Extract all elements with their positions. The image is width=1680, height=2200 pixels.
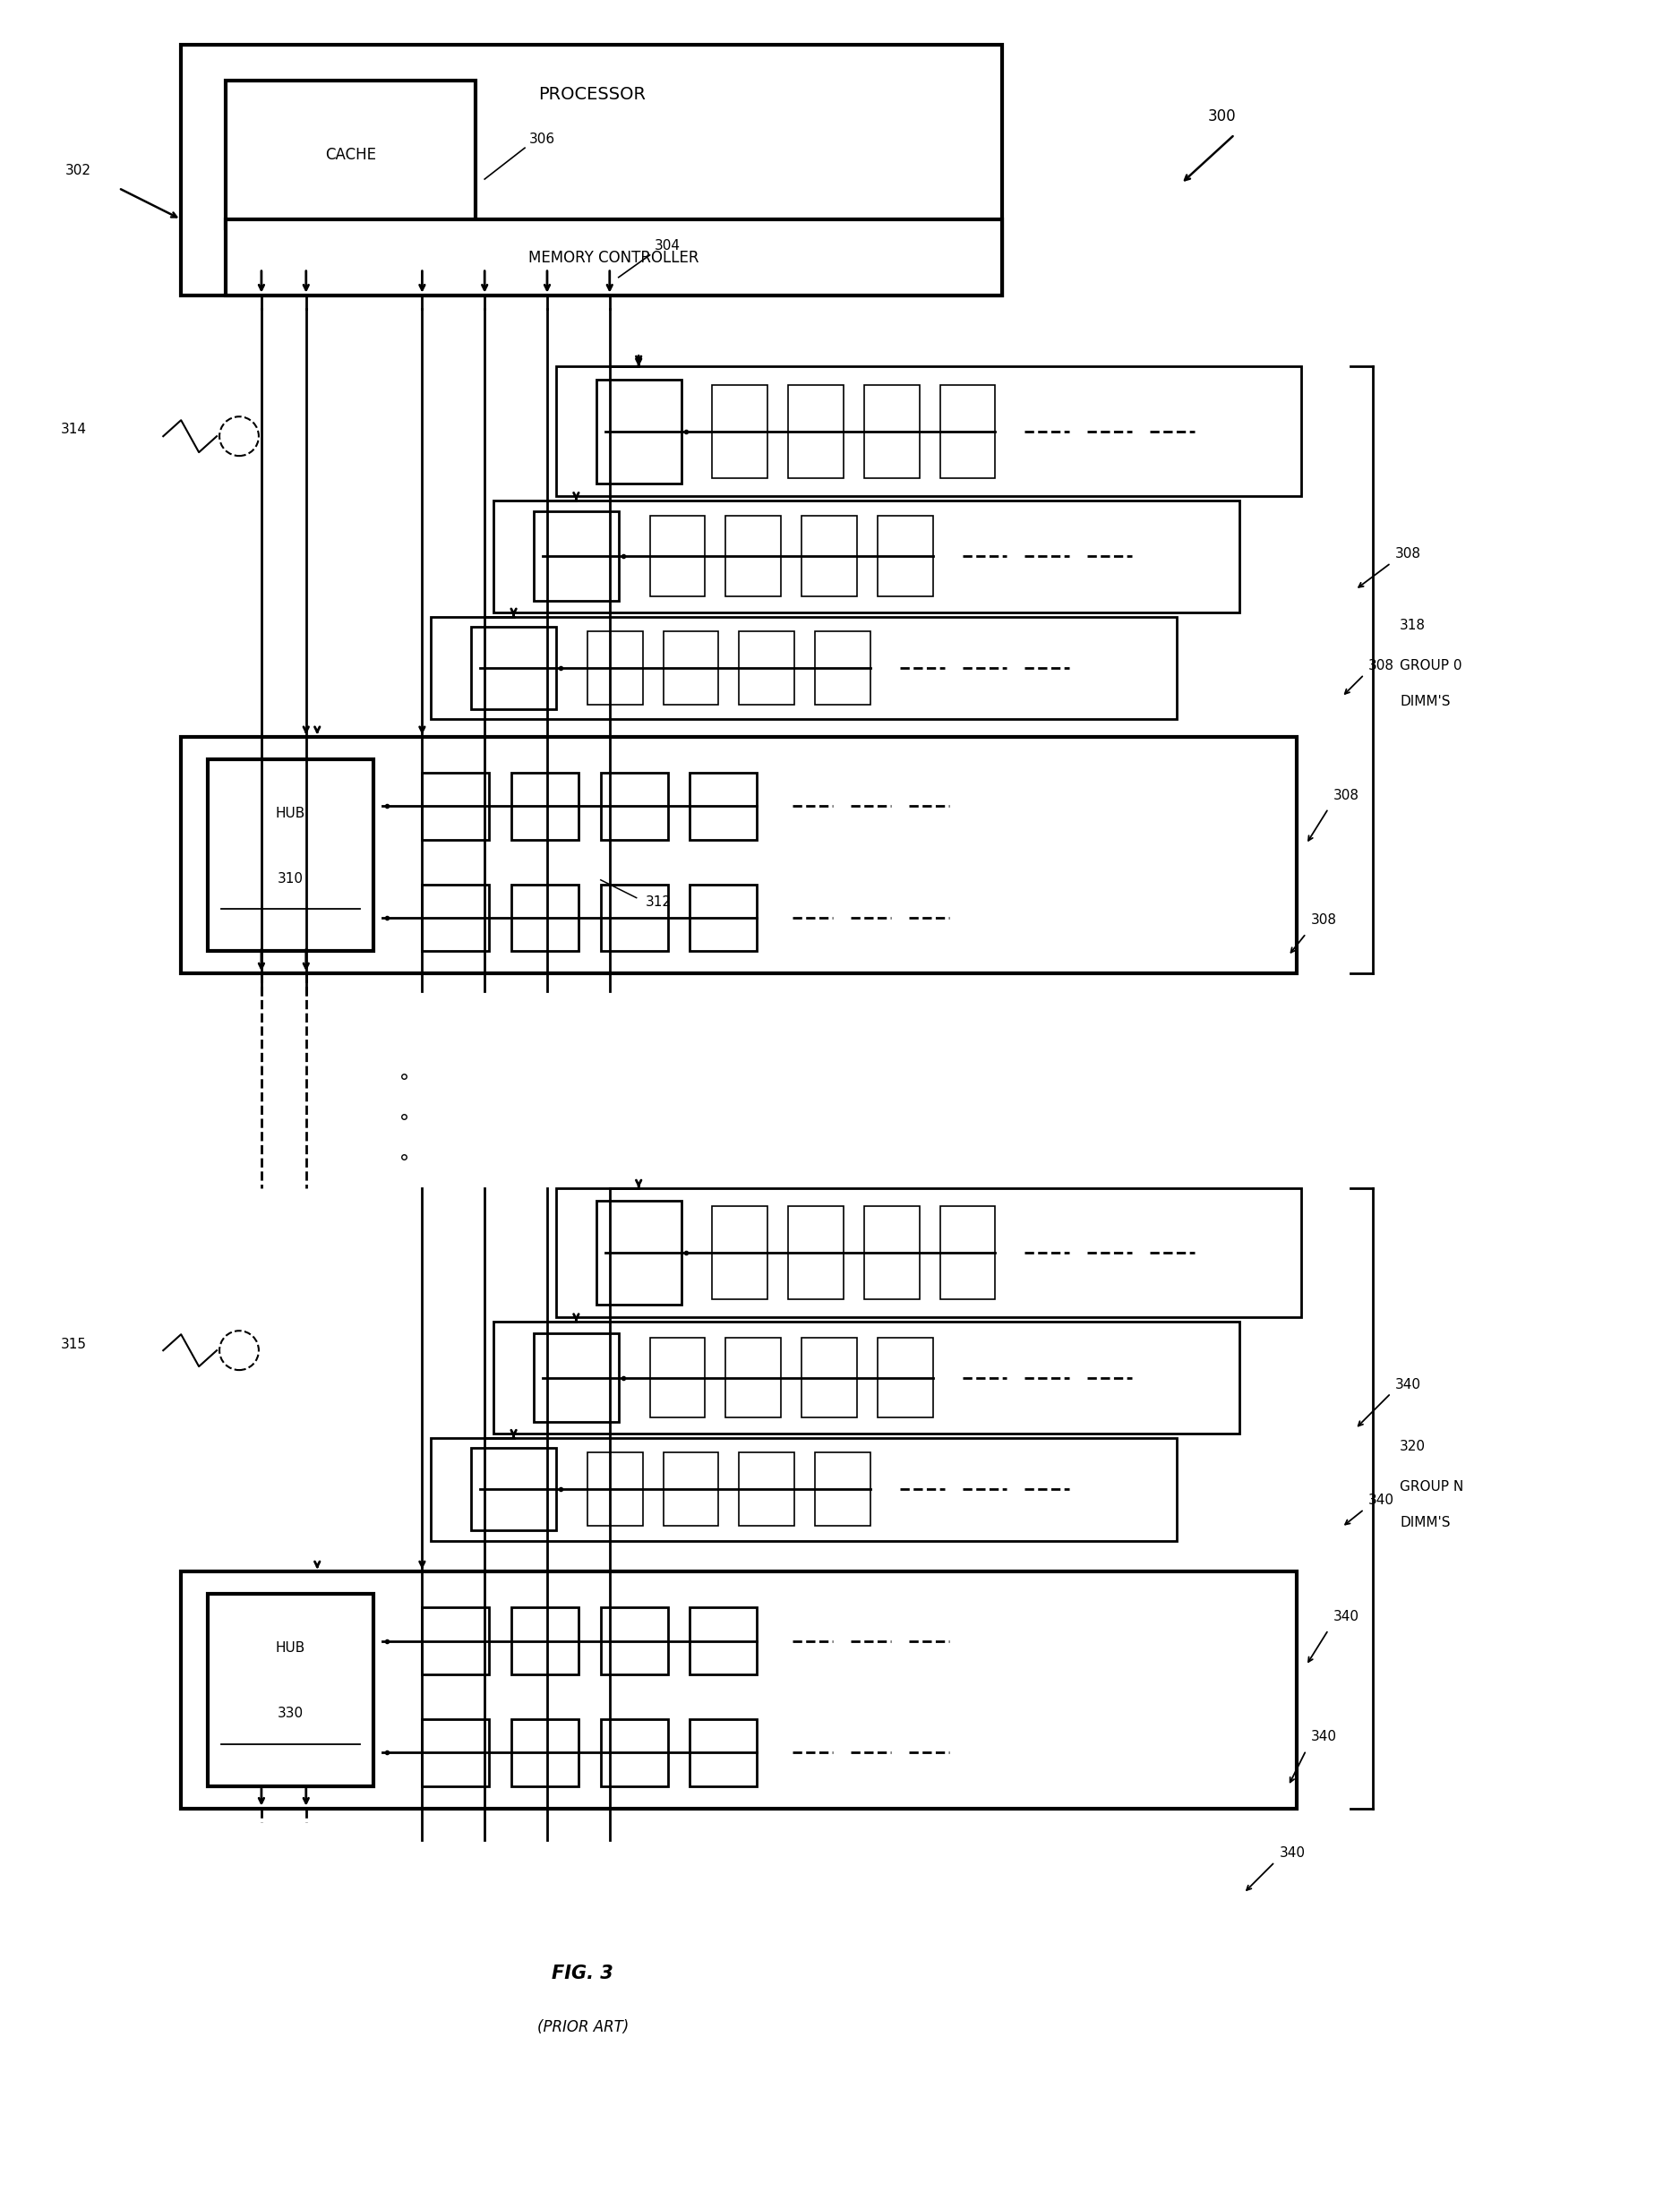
Bar — [801, 1338, 857, 1417]
Bar — [181, 737, 1297, 975]
Bar — [432, 1439, 1176, 1540]
Text: GROUP 0: GROUP 0 — [1399, 660, 1462, 673]
Text: 312: 312 — [645, 895, 672, 909]
Bar — [664, 1452, 719, 1527]
Text: 308: 308 — [1396, 548, 1421, 561]
Bar — [472, 627, 556, 708]
Text: 300: 300 — [1208, 108, 1236, 125]
Text: 320: 320 — [1399, 1441, 1426, 1454]
Bar — [941, 385, 995, 477]
Bar — [422, 772, 489, 840]
Text: 308: 308 — [1332, 788, 1359, 801]
Text: DIMM'S: DIMM'S — [1399, 1516, 1450, 1529]
Bar — [690, 884, 758, 950]
Bar — [472, 1448, 556, 1531]
Text: 315: 315 — [60, 1338, 86, 1351]
Text: 310: 310 — [277, 871, 304, 884]
Bar — [422, 1718, 489, 1786]
Bar — [650, 517, 706, 596]
Bar — [864, 1206, 919, 1300]
Bar — [181, 1571, 1297, 1808]
Bar — [601, 1608, 667, 1674]
Bar — [422, 1608, 489, 1674]
Bar — [556, 1188, 1302, 1318]
Bar — [815, 1452, 870, 1527]
Bar — [208, 1595, 373, 1786]
Text: MEMORY CONTROLLER: MEMORY CONTROLLER — [529, 249, 699, 266]
Bar — [739, 1452, 795, 1527]
Text: 308: 308 — [1369, 660, 1394, 673]
Text: 340: 340 — [1278, 1846, 1305, 1859]
Text: 340: 340 — [1310, 1729, 1337, 1745]
Bar — [534, 513, 618, 601]
Bar — [494, 502, 1240, 612]
Bar — [225, 220, 1003, 295]
Text: 306: 306 — [529, 132, 556, 145]
Bar — [511, 772, 578, 840]
Bar — [181, 46, 1003, 295]
Bar — [596, 1201, 680, 1305]
Text: 314: 314 — [60, 422, 86, 436]
Bar — [690, 772, 758, 840]
Text: HUB: HUB — [276, 807, 306, 821]
Bar — [596, 381, 680, 484]
Bar — [864, 385, 919, 477]
Bar — [664, 631, 719, 704]
Bar — [511, 884, 578, 950]
Bar — [690, 1718, 758, 1786]
Text: DIMM'S: DIMM'S — [1399, 695, 1450, 708]
Bar — [815, 631, 870, 704]
Bar — [941, 1206, 995, 1300]
Bar — [788, 1206, 843, 1300]
Bar — [739, 631, 795, 704]
Text: PROCESSOR: PROCESSOR — [538, 86, 645, 103]
Bar — [225, 81, 475, 229]
Bar — [556, 367, 1302, 495]
Bar — [511, 1608, 578, 1674]
Bar — [494, 1322, 1240, 1434]
Bar — [877, 517, 932, 596]
Bar — [726, 517, 781, 596]
Bar — [534, 1333, 618, 1421]
Bar — [601, 1718, 667, 1786]
Bar — [690, 1608, 758, 1674]
Text: 340: 340 — [1332, 1610, 1359, 1624]
Text: 340: 340 — [1396, 1377, 1421, 1390]
Text: HUB: HUB — [276, 1641, 306, 1654]
Text: (PRIOR ART): (PRIOR ART) — [538, 2020, 628, 2035]
Text: 302: 302 — [66, 163, 91, 176]
Bar — [650, 1338, 706, 1417]
Text: 318: 318 — [1399, 618, 1426, 631]
Bar — [801, 517, 857, 596]
Bar — [712, 385, 768, 477]
Bar — [788, 385, 843, 477]
Text: 330: 330 — [277, 1707, 304, 1720]
Bar — [422, 884, 489, 950]
Bar — [511, 1718, 578, 1786]
Text: CACHE: CACHE — [326, 147, 376, 163]
Bar — [208, 759, 373, 950]
Bar — [601, 772, 667, 840]
Text: FIG. 3: FIG. 3 — [553, 1965, 613, 1982]
Bar — [432, 616, 1176, 719]
Bar — [726, 1338, 781, 1417]
Text: 304: 304 — [654, 240, 680, 253]
Bar — [588, 631, 643, 704]
Bar — [712, 1206, 768, 1300]
Bar — [601, 884, 667, 950]
Bar — [588, 1452, 643, 1527]
Text: GROUP N: GROUP N — [1399, 1481, 1463, 1494]
Text: 308: 308 — [1310, 913, 1337, 926]
Text: 340: 340 — [1369, 1494, 1394, 1507]
Bar — [877, 1338, 932, 1417]
